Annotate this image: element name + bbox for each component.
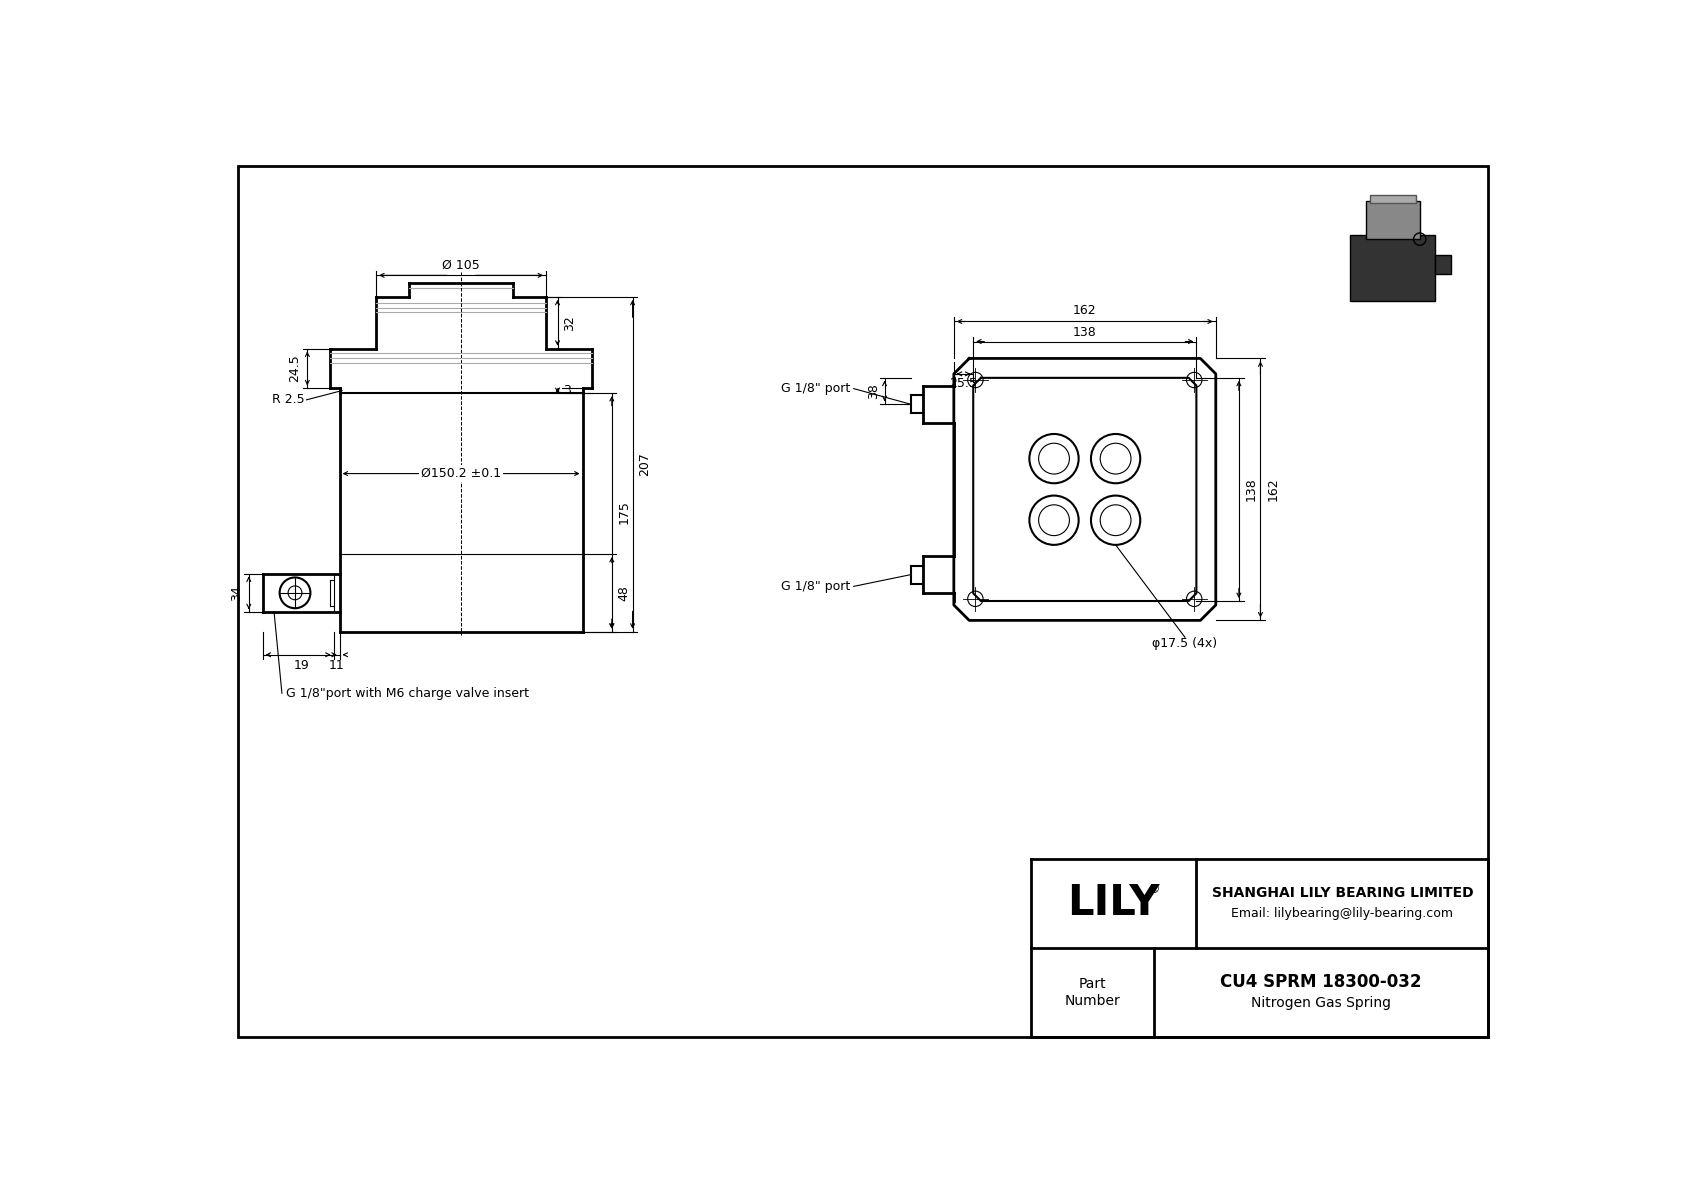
Text: 34: 34 (231, 585, 242, 600)
Text: ®: ® (1147, 884, 1160, 896)
Text: Part
Number: Part Number (1064, 978, 1120, 1008)
Text: 48: 48 (618, 585, 630, 600)
Bar (1351, 236, 1435, 301)
Text: 3: 3 (562, 385, 571, 398)
Text: G 1/8" port: G 1/8" port (781, 382, 850, 395)
Text: 162: 162 (1266, 478, 1280, 501)
Text: 19: 19 (293, 659, 310, 672)
Polygon shape (953, 358, 1216, 621)
Text: LILY: LILY (1068, 883, 1160, 924)
Text: 24.5: 24.5 (288, 355, 301, 382)
Bar (1435, 255, 1450, 274)
Text: Email: lilybearing@lily-bearing.com: Email: lilybearing@lily-bearing.com (1231, 908, 1453, 919)
Text: CU4 SPRM 18300-032: CU4 SPRM 18300-032 (1221, 973, 1421, 991)
Text: R 2.5: R 2.5 (273, 393, 305, 406)
Text: 32: 32 (562, 314, 576, 331)
Text: 25.5: 25.5 (950, 378, 977, 391)
Text: 138: 138 (1244, 478, 1258, 501)
Text: φ17.5 (4x): φ17.5 (4x) (1152, 637, 1218, 650)
Text: G 1/8"port with M6 charge valve insert: G 1/8"port with M6 charge valve insert (286, 687, 529, 700)
Text: 11: 11 (328, 659, 345, 672)
Text: Nitrogen Gas Spring: Nitrogen Gas Spring (1251, 996, 1391, 1010)
Text: SHANGHAI LILY BEARING LIMITED: SHANGHAI LILY BEARING LIMITED (1211, 886, 1474, 900)
Text: 207: 207 (638, 453, 652, 476)
Text: 38: 38 (867, 384, 881, 399)
Text: G 1/8" port: G 1/8" port (781, 580, 850, 593)
Text: Ø150.2 ±0.1: Ø150.2 ±0.1 (421, 467, 502, 480)
Text: Ø150.2 ±0.1: Ø150.2 ±0.1 (421, 467, 502, 480)
Text: 162: 162 (1073, 304, 1096, 317)
Bar (1369, 195, 1416, 202)
Bar (1366, 200, 1420, 239)
Text: 175: 175 (618, 500, 630, 524)
Text: Ø 105: Ø 105 (443, 258, 480, 272)
Text: 138: 138 (1073, 326, 1096, 338)
